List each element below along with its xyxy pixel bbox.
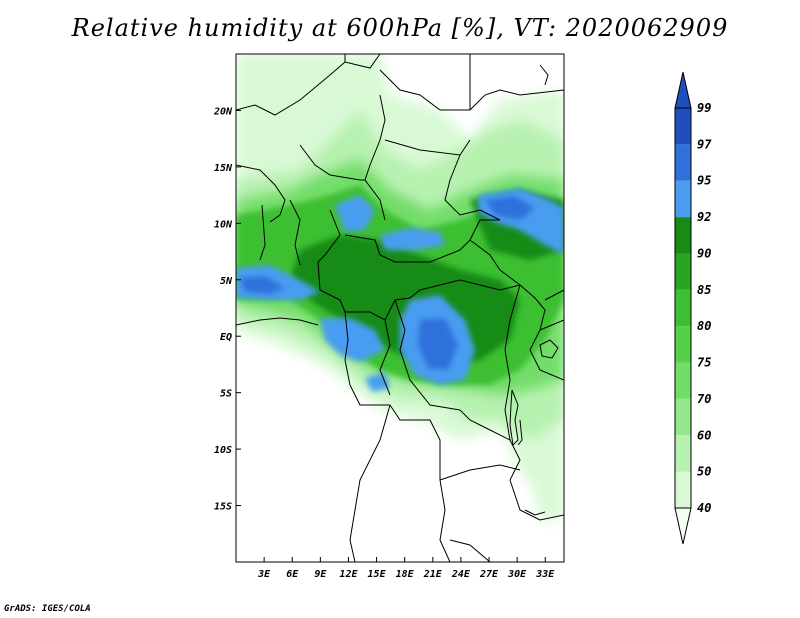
colorbar-label: 92 bbox=[697, 210, 711, 224]
colorbar-label: 99 bbox=[697, 101, 711, 115]
colorbar-box bbox=[675, 217, 691, 254]
x-tick-label: 30E bbox=[507, 569, 527, 580]
colorbar-bottom-arrow bbox=[674, 507, 692, 545]
colorbar-box bbox=[675, 326, 691, 363]
colorbar-box bbox=[675, 108, 691, 145]
plot-frame bbox=[235, 53, 565, 563]
x-tick-label: 9E bbox=[314, 569, 327, 580]
colorbar-label: 75 bbox=[697, 356, 711, 370]
y-tick-label: EQ bbox=[220, 332, 232, 343]
lake-outlines bbox=[509, 64, 559, 516]
rh-region-40b bbox=[236, 54, 320, 120]
y-tick-label: 20N bbox=[213, 106, 233, 117]
x-tick-label: 27E bbox=[479, 569, 499, 580]
x-tick-label: 33E bbox=[535, 569, 555, 580]
country-borders bbox=[236, 54, 564, 562]
colorbar: 40 50 60 70 75 80 85 90 92 95 97 99 bbox=[674, 71, 712, 545]
colorbar-label: 85 bbox=[697, 283, 711, 297]
colorbar-box bbox=[675, 180, 691, 218]
colorbar-label: 50 bbox=[697, 465, 711, 479]
rh-core-chad bbox=[335, 195, 375, 232]
colorbar-box bbox=[675, 398, 691, 436]
x-tick-label: 18E bbox=[396, 569, 415, 580]
colorbar-box bbox=[675, 435, 691, 472]
y-tick-label: 15N bbox=[214, 163, 233, 174]
humidity-field bbox=[236, 54, 564, 520]
rh-core-angola bbox=[365, 372, 390, 392]
rh-core-gabon bbox=[320, 318, 385, 362]
colorbar-label: 40 bbox=[697, 501, 711, 515]
rh-peak-west bbox=[240, 276, 285, 294]
y-tick-label: 10S bbox=[214, 445, 232, 456]
rh-peak-sudan bbox=[485, 196, 535, 220]
colorbar-label: 70 bbox=[697, 392, 711, 406]
rh-core-car bbox=[380, 228, 445, 250]
y-axis: 20N 15N 10N 5N EQ 5S 10S 15S bbox=[213, 106, 241, 513]
colorbar-box bbox=[675, 471, 691, 508]
colorbar-label: 90 bbox=[697, 246, 711, 260]
x-tick-label: 24E bbox=[451, 569, 471, 580]
x-tick-label: 15E bbox=[368, 569, 387, 580]
rh-region-40c bbox=[520, 420, 564, 520]
colorbar-box bbox=[675, 289, 691, 327]
y-tick-label: 10N bbox=[214, 219, 233, 230]
x-tick-label: 21E bbox=[423, 569, 443, 580]
colorbar-box bbox=[675, 362, 691, 399]
x-axis: 3E 6E 9E 12E 15E 18E 21E 24E 27E 30E 33E bbox=[257, 557, 555, 580]
map-title: Relative humidity at 600hPa [%], VT: 202… bbox=[71, 14, 729, 42]
y-tick-label: 5S bbox=[220, 389, 232, 400]
colorbar-label: 60 bbox=[697, 428, 711, 442]
colorbar-label: 97 bbox=[697, 137, 712, 151]
colorbar-top-arrow bbox=[674, 71, 692, 109]
rh-peak-congo bbox=[418, 318, 458, 370]
x-tick-label: 12E bbox=[339, 569, 358, 580]
y-tick-label: 15S bbox=[214, 502, 232, 513]
colorbar-box bbox=[675, 253, 691, 290]
colorbar-label: 95 bbox=[697, 174, 711, 188]
colorbar-box bbox=[675, 144, 691, 181]
colorbar-label: 80 bbox=[697, 319, 711, 333]
x-tick-label: 3E bbox=[257, 569, 271, 580]
colorbar-outline bbox=[674, 107, 692, 509]
y-tick-label: 5N bbox=[220, 276, 233, 287]
x-tick-label: 6E bbox=[286, 569, 299, 580]
footer-credit: GrADS: IGES/COLA bbox=[4, 604, 91, 614]
